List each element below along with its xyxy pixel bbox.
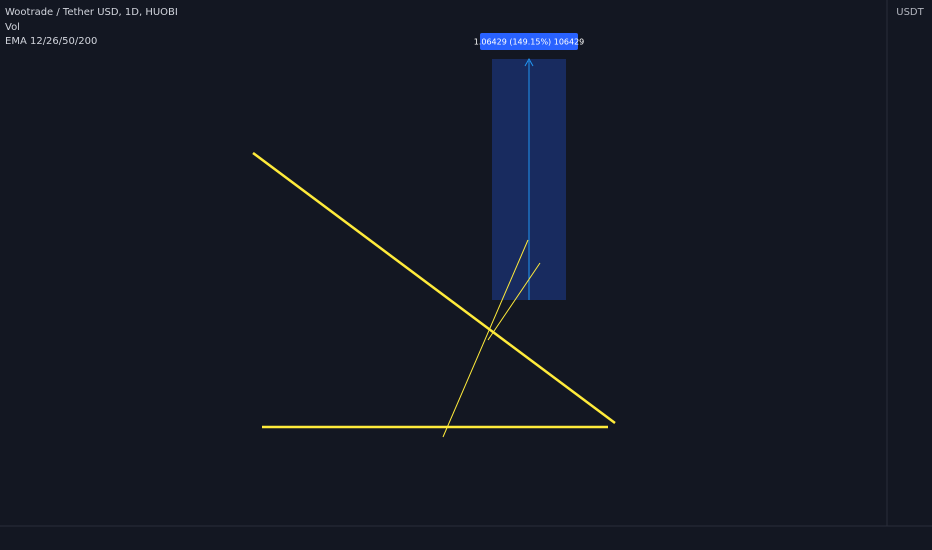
price-axis <box>887 0 932 550</box>
trend-line <box>252 151 616 425</box>
indicator: Vol <box>5 22 20 33</box>
measure-label: 1.06429 (149.15%) 106429 <box>474 38 585 47</box>
axis-unit: USDT <box>896 7 924 18</box>
drawings: 1.06429 (149.15%) 106429 <box>252 33 616 438</box>
measure-arrowhead <box>524 57 534 67</box>
indicator: EMA 12/26/50/200 <box>5 36 97 47</box>
channel-line <box>487 262 541 341</box>
measure-label-box <box>480 33 578 50</box>
channel-line <box>442 239 529 438</box>
chart-title: Wootrade / Tether USD, 1D, HUOBI <box>5 7 178 18</box>
